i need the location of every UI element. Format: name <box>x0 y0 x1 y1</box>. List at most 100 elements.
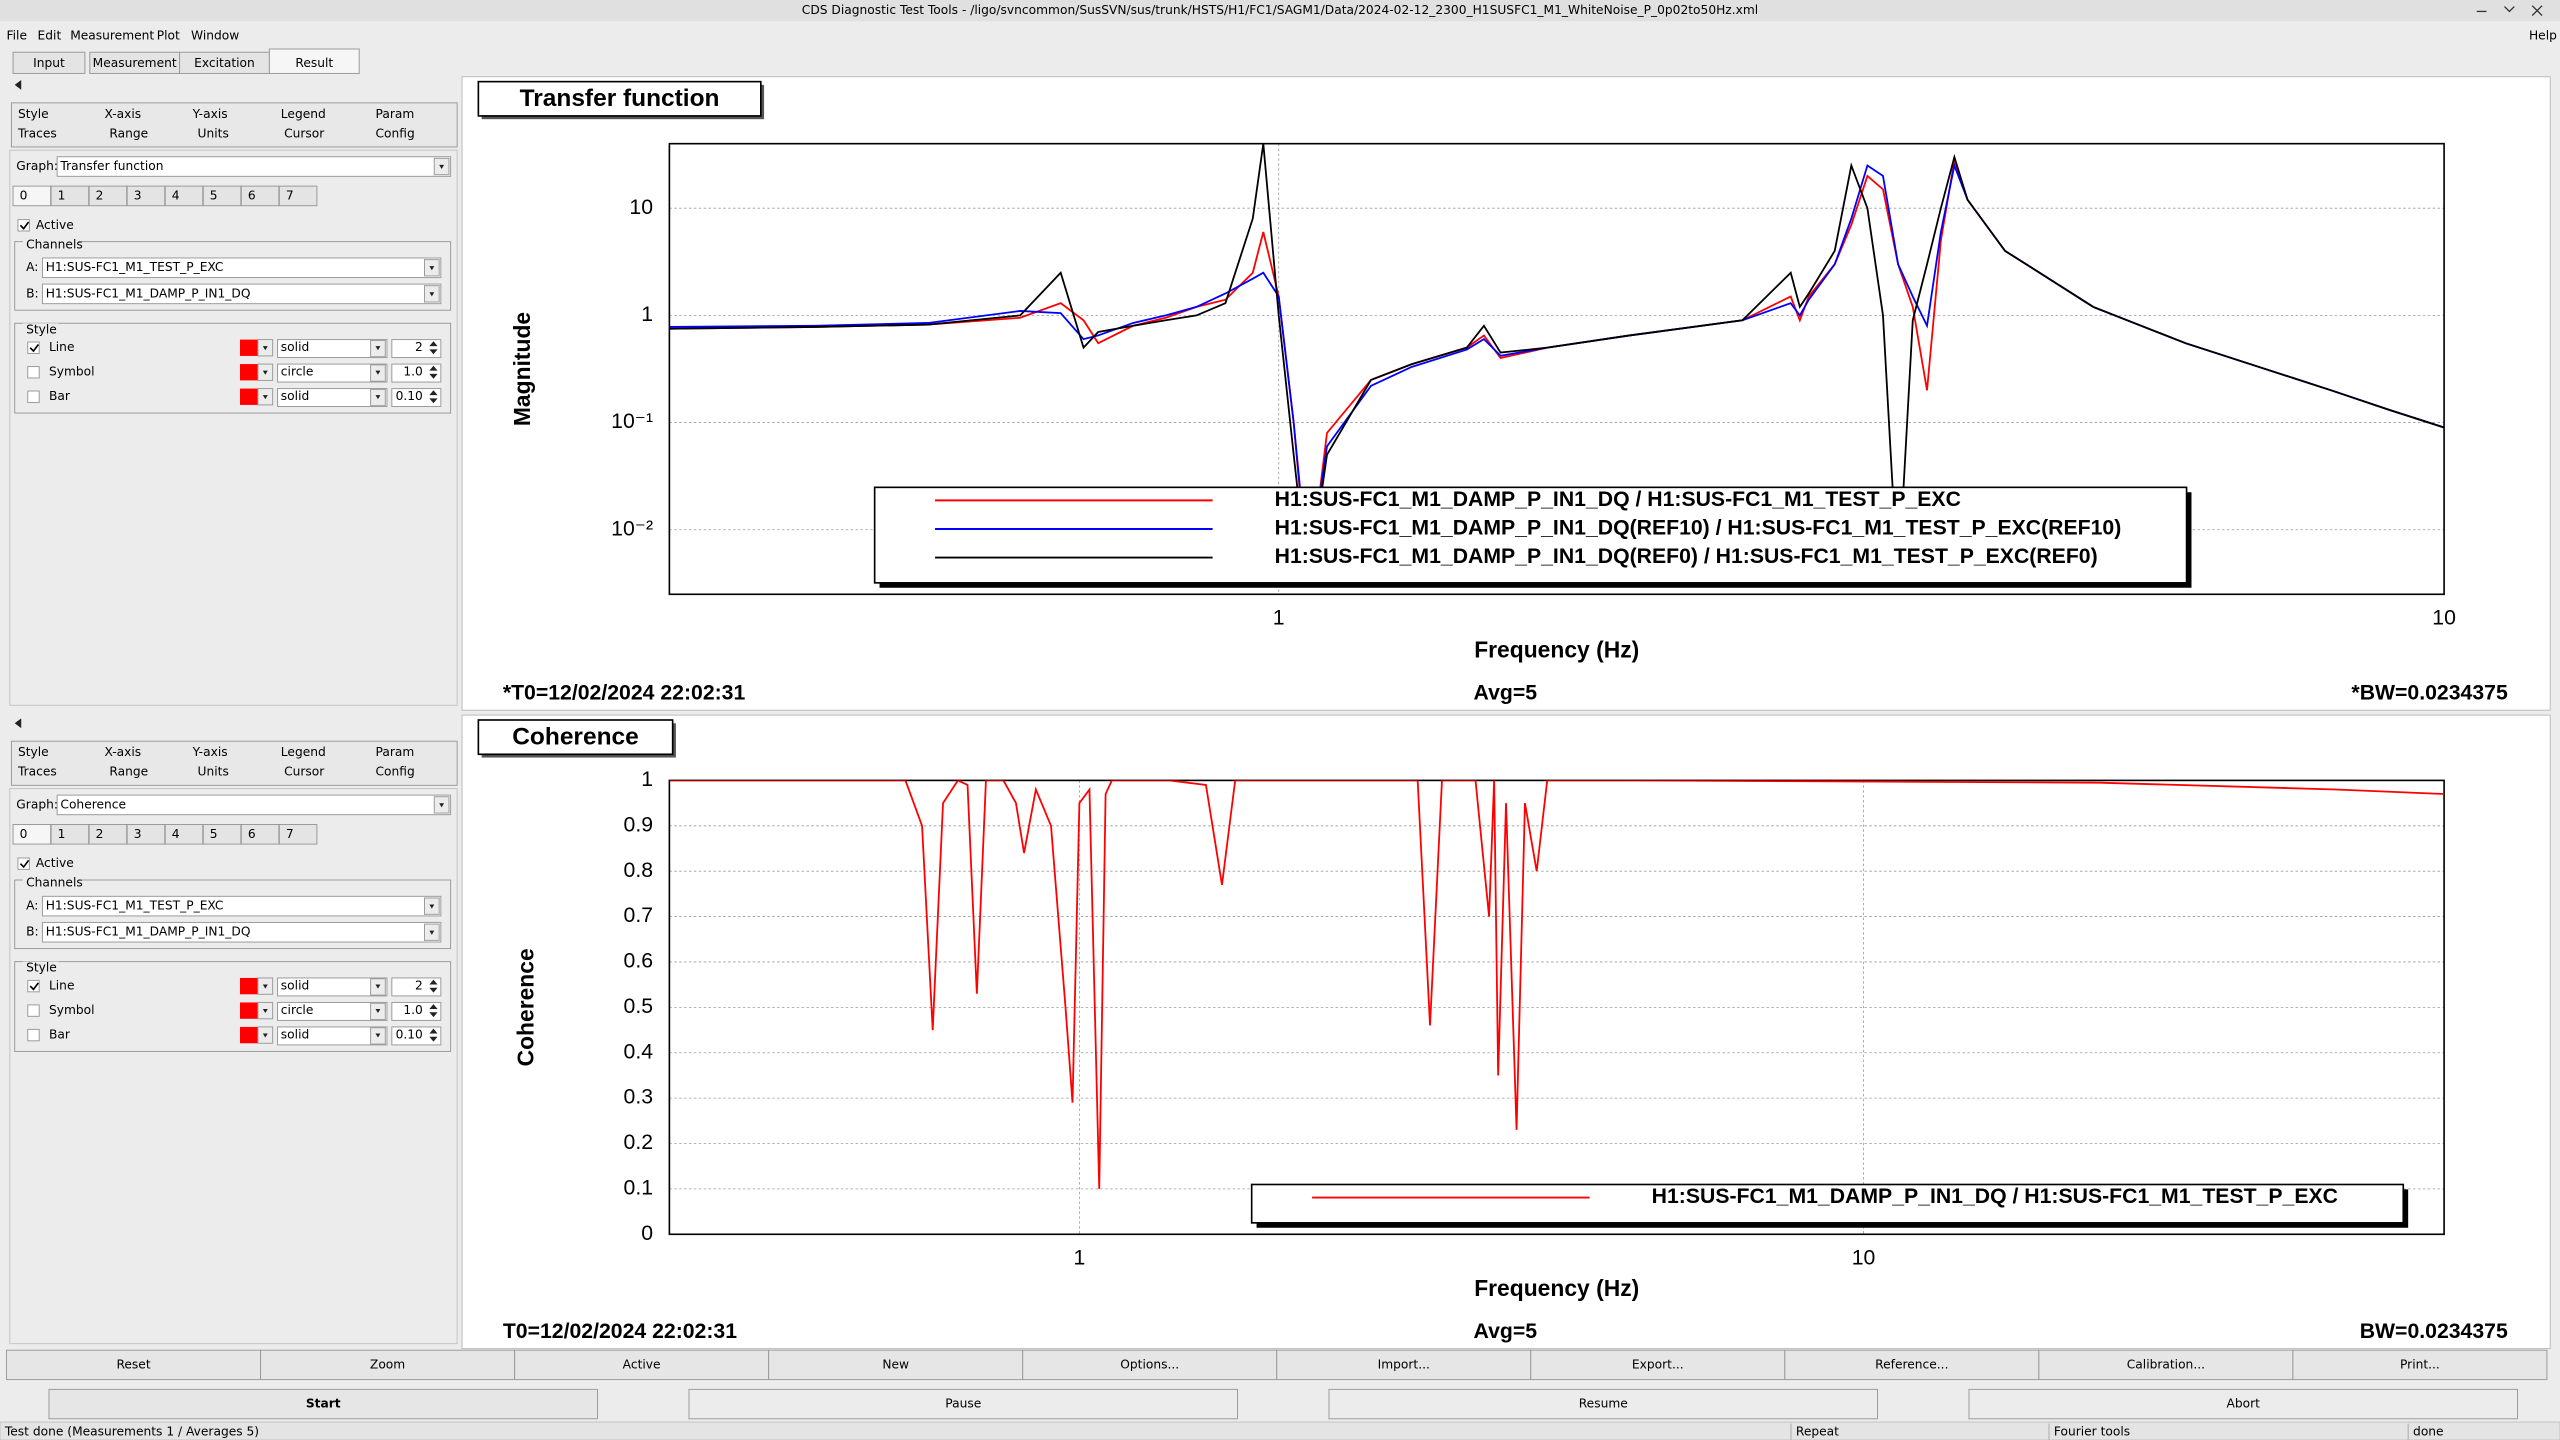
style-checkbox[interactable] <box>27 1028 40 1042</box>
run-button[interactable] <box>1328 1388 1879 1420</box>
trace-tab[interactable] <box>278 824 318 845</box>
option-tab[interactable]: Param <box>376 107 415 121</box>
menu-item[interactable]: Window <box>191 28 239 42</box>
option-tab[interactable]: Cursor <box>284 126 325 140</box>
size-spinbox[interactable] <box>391 339 442 359</box>
trace-tab[interactable] <box>202 185 242 207</box>
toolbar-button-label: Export... <box>1632 1357 1684 1371</box>
style-name: Symbol <box>49 1003 95 1017</box>
toolbar-button[interactable] <box>2292 1349 2548 1381</box>
y-tick-label: 0.9 <box>624 813 654 836</box>
option-tab[interactable]: Style <box>18 745 49 759</box>
option-tab[interactable]: Config <box>376 765 415 779</box>
option-tab[interactable]: Units <box>198 126 229 140</box>
graph-label: Graph: <box>16 159 58 173</box>
channels-group <box>14 879 452 950</box>
toolbar-button[interactable] <box>1530 1349 1786 1381</box>
toolbar-button[interactable] <box>260 1349 516 1381</box>
panel-frame <box>9 149 458 706</box>
dropdown-arrow <box>375 984 381 989</box>
pattern-combobox[interactable] <box>277 1001 388 1021</box>
option-tab[interactable]: Legend <box>281 107 326 121</box>
option-tab[interactable]: Cursor <box>284 765 325 779</box>
style-checkbox[interactable] <box>27 341 40 354</box>
active-checkbox[interactable] <box>17 219 30 232</box>
dropdown-arrow <box>262 984 268 989</box>
color-swatch[interactable] <box>240 1002 258 1019</box>
option-tab[interactable]: Traces <box>17 765 57 779</box>
channel-combobox[interactable] <box>41 895 442 917</box>
option-tab[interactable]: Style <box>18 107 49 121</box>
graph-combobox[interactable] <box>56 794 452 816</box>
style-checkbox[interactable] <box>27 390 40 403</box>
y-tick-label: 1 <box>641 768 653 791</box>
y-tick-label: 0.2 <box>624 1131 654 1154</box>
option-tab[interactable]: Param <box>376 745 415 759</box>
active-checkbox[interactable] <box>17 857 30 870</box>
channel-combobox[interactable] <box>41 257 442 279</box>
size-spinbox[interactable] <box>391 977 442 997</box>
option-tab[interactable]: Config <box>376 126 415 140</box>
run-button[interactable] <box>48 1388 599 1420</box>
option-tab[interactable]: X-axis <box>104 745 141 759</box>
maximize-button[interactable] <box>2504 6 2515 13</box>
pattern-combobox[interactable] <box>277 388 388 408</box>
color-swatch[interactable] <box>240 977 258 995</box>
trace-tab[interactable] <box>88 185 128 207</box>
pattern-value: solid <box>281 1028 309 1042</box>
pattern-combobox[interactable] <box>277 339 388 359</box>
option-tab[interactable]: X-axis <box>104 107 141 121</box>
trace-tab[interactable] <box>88 824 128 845</box>
dropdown-arrow <box>429 930 435 935</box>
pattern-combobox[interactable] <box>277 363 388 383</box>
menu-item[interactable]: Plot <box>157 28 180 42</box>
run-button[interactable] <box>1968 1388 2519 1420</box>
style-checkbox[interactable] <box>27 979 40 993</box>
color-swatch[interactable] <box>240 339 258 356</box>
pattern-combobox[interactable] <box>277 1026 388 1046</box>
menu-help[interactable]: Help <box>2529 28 2557 42</box>
graph-combobox[interactable] <box>56 156 452 177</box>
collapse-arrow[interactable] <box>14 80 22 90</box>
size-spinbox[interactable] <box>391 388 442 408</box>
series-line <box>669 780 2445 1189</box>
color-swatch[interactable] <box>240 364 258 381</box>
color-swatch[interactable] <box>240 1026 258 1044</box>
style-checkbox[interactable] <box>27 1004 40 1017</box>
option-tab[interactable]: Y-axis <box>192 745 228 759</box>
run-button[interactable] <box>688 1388 1239 1420</box>
size-spinbox[interactable] <box>391 363 442 383</box>
option-tab[interactable]: Units <box>198 765 229 779</box>
trace-tab[interactable] <box>240 185 280 207</box>
size-spinbox[interactable] <box>391 1001 442 1021</box>
pattern-combobox[interactable] <box>277 977 388 997</box>
color-swatch[interactable] <box>240 388 258 405</box>
toolbar-button[interactable] <box>514 1349 770 1381</box>
menu-item[interactable]: File <box>7 28 27 42</box>
trace-tab[interactable] <box>240 824 280 845</box>
option-tab[interactable]: Y-axis <box>192 107 228 121</box>
size-spinbox[interactable] <box>391 1026 442 1046</box>
option-tab[interactable]: Range <box>109 765 148 779</box>
menu-item[interactable]: Edit <box>38 28 62 42</box>
toolbar-button[interactable] <box>1784 1349 2040 1381</box>
size-value: 2 <box>415 979 423 993</box>
tab[interactable] <box>268 48 360 74</box>
option-tab[interactable]: Legend <box>281 745 326 759</box>
option-tab[interactable]: Range <box>109 126 148 140</box>
trace-tab[interactable] <box>202 824 242 845</box>
trace-tab[interactable] <box>278 185 318 207</box>
channel-combobox[interactable] <box>41 921 442 943</box>
toolbar-button[interactable] <box>768 1349 1024 1381</box>
collapse-arrow[interactable] <box>14 718 22 729</box>
tab[interactable] <box>12 51 86 74</box>
style-checkbox[interactable] <box>27 366 40 379</box>
option-tab[interactable]: Traces <box>17 126 57 140</box>
channel-combobox[interactable] <box>41 283 442 305</box>
toolbar-button[interactable] <box>6 1349 262 1381</box>
trace-tab-label: 7 <box>286 188 294 202</box>
x-tick-label: 10 <box>2432 606 2456 629</box>
menu-item[interactable]: Measurement <box>70 28 154 42</box>
close-button[interactable] <box>2531 5 2543 16</box>
toolbar-button-label: Calibration... <box>2127 1357 2205 1371</box>
